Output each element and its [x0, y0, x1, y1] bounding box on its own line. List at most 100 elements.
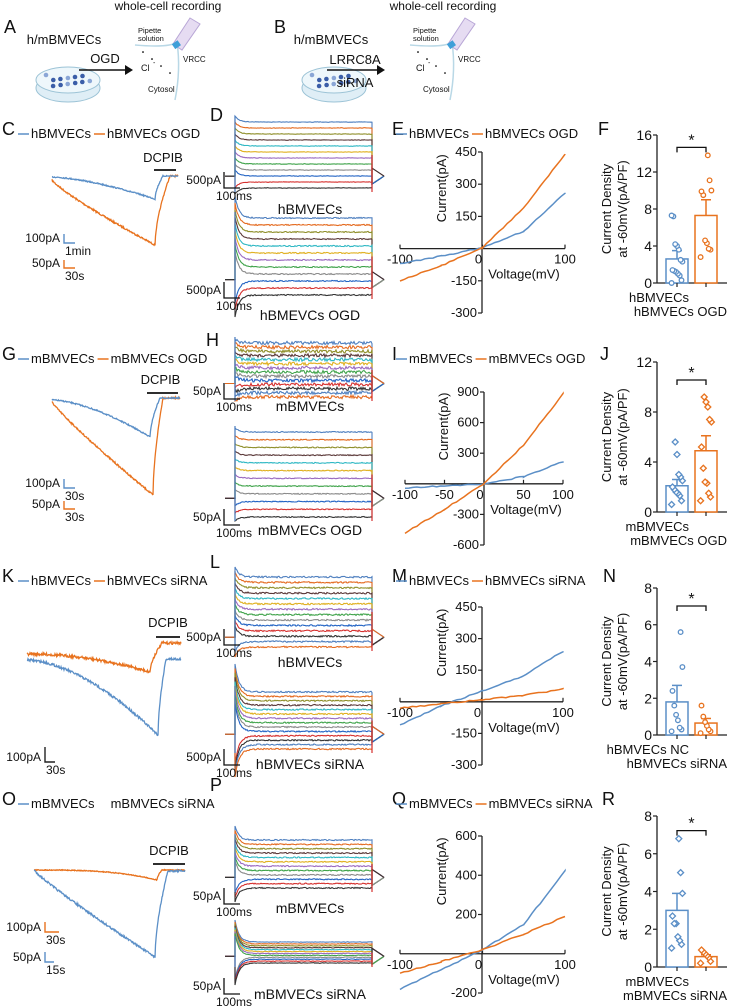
- current-step-trace: [225, 825, 385, 887]
- panel-letter: E: [392, 119, 404, 139]
- treatment-label: siRNA: [337, 75, 374, 90]
- current-step-trace: [225, 933, 385, 966]
- current-step-trace: [225, 927, 385, 966]
- data-point: [679, 664, 686, 670]
- current-step-trace: [225, 132, 385, 186]
- x-tick-label: 0: [474, 705, 481, 720]
- y-tick-label: 600: [457, 415, 479, 430]
- y-tick-label: 4: [644, 454, 652, 470]
- panel-letter: A: [4, 17, 16, 37]
- significance-marker: *: [688, 365, 694, 382]
- scale-amplitude-label: 50pA: [13, 950, 41, 964]
- current-step-trace: [225, 593, 385, 647]
- category-label: hBMVECs NC: [607, 742, 689, 757]
- vrcc-channel-icon: [446, 40, 456, 50]
- scale-amplitude-label: 50pA: [193, 510, 221, 524]
- current-step-trace: [225, 838, 385, 887]
- x-axis-label: Voltage(mV): [488, 972, 560, 987]
- pipette-icon: [172, 17, 201, 51]
- current-step-trace: [225, 216, 385, 289]
- current-step-trace: [225, 847, 385, 887]
- current-step-trace: [225, 144, 385, 186]
- current-step-trace: [225, 354, 385, 393]
- panel-letter: J: [600, 344, 609, 364]
- current-step-trace: [225, 488, 385, 508]
- vrcc-channel-icon: [171, 40, 181, 50]
- cells-label: h/mBMVECs: [294, 32, 369, 47]
- current-step-trace: [225, 672, 385, 744]
- condition-caption: hBMEVCs OGD: [260, 307, 360, 323]
- current-step-trace: [225, 628, 385, 658]
- scale-amplitude-label: 500pA: [186, 173, 221, 187]
- legend-label: mBMVECs: [31, 796, 95, 811]
- category-label: mBMVECs: [625, 974, 689, 989]
- current-step-trace: [225, 677, 385, 744]
- current-step-trace: [225, 371, 385, 393]
- legend-label: mBMVECs siRNA: [111, 796, 215, 811]
- data-point: [676, 868, 685, 877]
- data-point: [697, 443, 706, 451]
- legend-label: hBMVECs OGD: [485, 126, 578, 141]
- y-tick-label: 400: [455, 867, 477, 882]
- arrowhead-icon: [125, 65, 133, 75]
- y-tick-label: 12: [636, 354, 652, 370]
- y-tick-label: 8: [644, 808, 652, 824]
- current-step-trace: [225, 358, 385, 393]
- panel-h-current-families: H 50pA 100ms mBMVECs 50pA 100ms mBMVECs OGD: [193, 330, 385, 540]
- significance-bracket: [676, 379, 707, 385]
- scale-bar: [63, 479, 75, 489]
- x-tick-label: 50: [516, 487, 530, 502]
- y-tick-label: -150: [451, 273, 477, 288]
- data-point: [670, 919, 679, 928]
- current-step-trace: [225, 346, 385, 393]
- current-step-trace: [225, 162, 385, 186]
- condition-caption: mBMVECs OGD: [258, 522, 362, 538]
- current-step-trace: [225, 251, 385, 289]
- x-tick-label: -100: [387, 957, 413, 972]
- legend-label: hBMVECs: [409, 126, 469, 141]
- scale-time-label: 100ms: [216, 646, 252, 660]
- cell-dot: [43, 72, 49, 78]
- y-tick-label: 450: [455, 144, 477, 159]
- data-point: [673, 450, 681, 459]
- current-step-trace: [225, 167, 385, 190]
- panel-letter: H: [206, 330, 219, 350]
- data-point: [667, 944, 676, 953]
- y-tick-label: -300: [451, 757, 477, 772]
- legend-label: mBMVECs: [31, 351, 95, 366]
- current-step-trace: [225, 366, 385, 393]
- data-point: [705, 415, 714, 424]
- significance-bracket: [676, 605, 707, 611]
- current-step-trace: [225, 244, 385, 289]
- orange-current-trace: [51, 173, 179, 247]
- cell-dot: [346, 79, 351, 85]
- current-step-trace: [225, 925, 385, 966]
- significance-marker: *: [688, 816, 694, 833]
- scale-bar: [223, 629, 240, 646]
- pipette-label: solution: [413, 34, 439, 43]
- current-step-trace: [225, 599, 385, 647]
- data-point: [669, 687, 676, 694]
- scale-time-label: 30s: [46, 763, 65, 777]
- x-tick-label: 0: [476, 487, 483, 502]
- cell-dot: [316, 83, 322, 89]
- schematic-title: whole-cell recording: [389, 0, 497, 13]
- cell-dot: [309, 72, 315, 78]
- current-step-trace: [225, 923, 385, 966]
- blue-current-trace: [33, 868, 186, 959]
- orange-current-trace: [33, 868, 186, 882]
- panel-letter: O: [2, 789, 16, 809]
- data-point: [697, 730, 704, 737]
- legend-label: hBMVECs: [31, 573, 91, 588]
- data-point: [676, 724, 683, 731]
- panel-f-bar-chart: F 0 4 8 12 16 Current Density at -60mV(pA/PF) hB…: [598, 119, 727, 319]
- x-tick-label: -100: [387, 252, 413, 267]
- current-step-trace: [225, 374, 385, 389]
- x-tick-label: -100: [387, 705, 413, 720]
- y-tick-label: 8: [644, 580, 652, 596]
- data-point: [668, 483, 677, 491]
- panel-n-bar-chart: N 0 2 4 6 8 Current Density at -60mV(pA/PF) hBMV…: [599, 566, 727, 771]
